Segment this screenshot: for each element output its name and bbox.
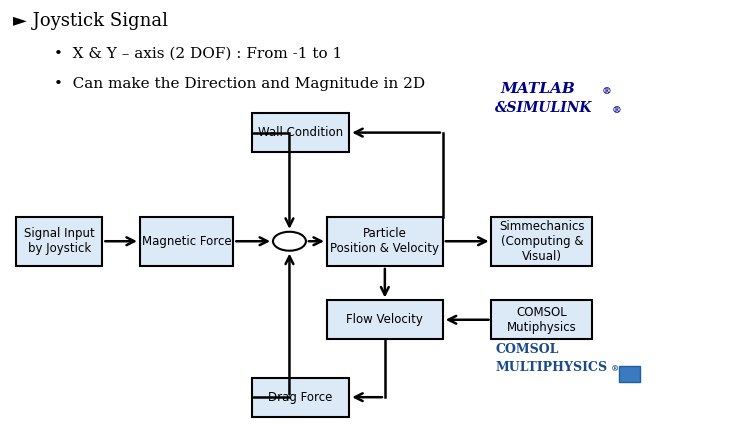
- Text: Wall Condition: Wall Condition: [258, 126, 343, 139]
- Text: ► Joystick Signal: ► Joystick Signal: [13, 12, 167, 30]
- Text: MULTIPHYSICS: MULTIPHYSICS: [495, 361, 608, 374]
- Text: ®: ®: [611, 107, 621, 116]
- Text: MATLAB: MATLAB: [500, 82, 575, 96]
- Text: ®: ®: [611, 365, 620, 374]
- Text: ®: ®: [602, 87, 611, 96]
- FancyBboxPatch shape: [252, 113, 349, 152]
- Text: COMSOL
Mutiphysics: COMSOL Mutiphysics: [507, 306, 577, 334]
- FancyBboxPatch shape: [327, 301, 443, 339]
- Circle shape: [273, 232, 306, 251]
- Text: Drag Force: Drag Force: [269, 391, 333, 404]
- FancyBboxPatch shape: [491, 301, 593, 339]
- Text: &SIMULINK: &SIMULINK: [495, 101, 593, 116]
- FancyBboxPatch shape: [252, 378, 349, 417]
- FancyBboxPatch shape: [491, 216, 593, 266]
- FancyBboxPatch shape: [17, 216, 102, 266]
- Text: Particle
Position & Velocity: Particle Position & Velocity: [330, 227, 439, 255]
- Text: COMSOL: COMSOL: [495, 343, 559, 356]
- Text: Flow Velocity: Flow Velocity: [346, 313, 424, 326]
- FancyBboxPatch shape: [327, 216, 443, 266]
- FancyBboxPatch shape: [619, 366, 640, 382]
- FancyBboxPatch shape: [140, 216, 234, 266]
- Text: Signal Input
by Joystick: Signal Input by Joystick: [24, 227, 95, 255]
- Text: •  X & Y – axis (2 DOF) : From -1 to 1: • X & Y – axis (2 DOF) : From -1 to 1: [54, 47, 342, 61]
- Text: Simmechanics
(Computing &
Visual): Simmechanics (Computing & Visual): [499, 220, 585, 263]
- Text: •  Can make the Direction and Magnitude in 2D: • Can make the Direction and Magnitude i…: [54, 77, 425, 90]
- Text: Magnetic Force: Magnetic Force: [142, 235, 231, 248]
